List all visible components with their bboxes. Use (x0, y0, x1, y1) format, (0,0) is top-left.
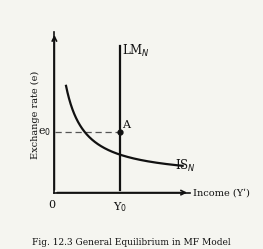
Text: IS$_N$: IS$_N$ (175, 158, 196, 174)
Text: LM$_N$: LM$_N$ (122, 42, 150, 59)
Text: Income (Yʹ): Income (Yʹ) (193, 188, 250, 197)
Text: e$_0$: e$_0$ (38, 126, 51, 138)
Text: Exchange rate (e): Exchange rate (e) (31, 71, 40, 159)
Text: Fig. 12.3 General Equilibrium in MF Model: Fig. 12.3 General Equilibrium in MF Mode… (32, 238, 231, 247)
Text: 0: 0 (49, 200, 56, 210)
Text: Y$_0$: Y$_0$ (113, 200, 127, 214)
Text: A: A (122, 120, 130, 129)
